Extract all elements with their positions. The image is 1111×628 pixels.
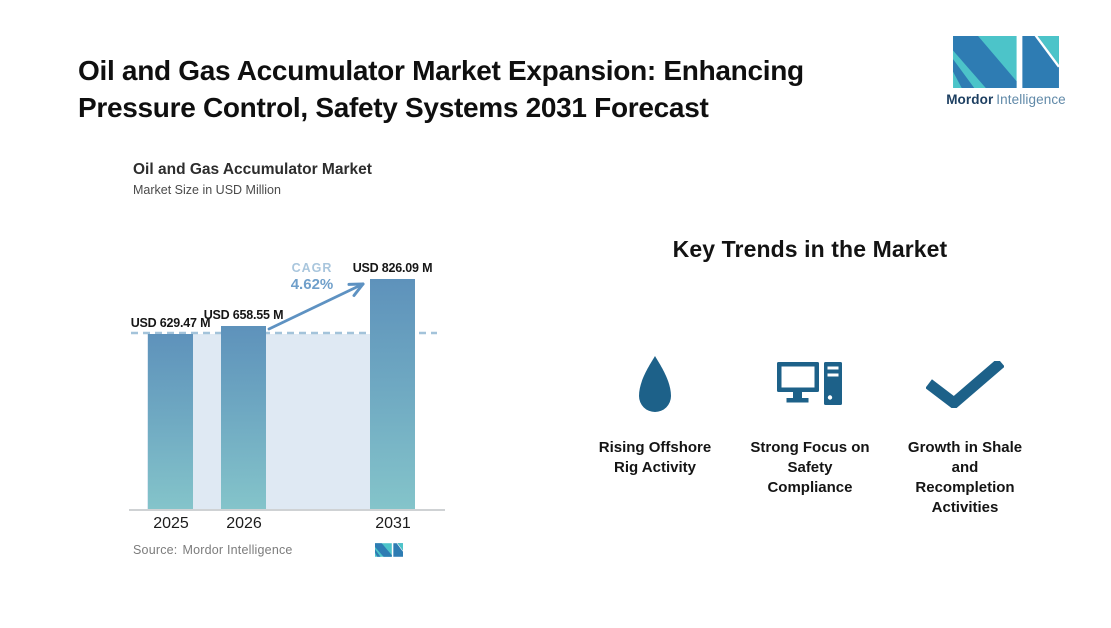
- water-drop-icon: [639, 355, 671, 412]
- trend-item-safety-compliance: Strong Focus on Safety Compliance: [740, 354, 880, 518]
- chart-subtitle: Market Size in USD Million: [133, 183, 281, 197]
- bar-chart-plot: USD 629.47 M USD 658.55 M USD 826.09 M C…: [129, 220, 445, 532]
- bar-2026: USD 658.55 M: [204, 308, 283, 509]
- trends-heading: Key Trends in the Market: [672, 236, 948, 262]
- bar-2031: USD 826.09 M: [353, 261, 432, 509]
- x-tick-2031: 2031: [375, 515, 411, 532]
- brand-logo: Mordor Intelligence: [946, 36, 1066, 107]
- desktop-computer-icon: [777, 362, 842, 405]
- checkmark-icon: [926, 360, 1004, 408]
- trend-label: Rising Offshore Rig Activity: [598, 439, 712, 476]
- brand-name: Mordor Intelligence: [946, 92, 1066, 107]
- bar-value-label: USD 658.55 M: [203, 308, 284, 322]
- cagr-growth-arrow-icon: [267, 282, 365, 331]
- brand-name-bold: Mordor: [946, 92, 994, 107]
- mordor-intelligence-logo-icon: [953, 36, 1059, 88]
- source-value: Mordor Intelligence: [182, 543, 293, 557]
- trend-label: Growth in Shale and Recompletion Activit…: [907, 439, 1023, 516]
- x-tick-2026: 2026: [226, 515, 262, 532]
- key-trends-panel: Key Trends in the Market Rising Offshore…: [560, 236, 1060, 516]
- source-row: Source: Mordor Intelligence: [133, 543, 403, 557]
- x-axis-line: [129, 509, 445, 511]
- cagr-label: CAGR: [291, 261, 333, 275]
- market-size-chart: Oil and Gas Accumulator Market Market Si…: [129, 160, 463, 580]
- x-tick-2025: 2025: [153, 515, 189, 532]
- bar-value-label: USD 629.47 M: [130, 316, 211, 330]
- mordor-intelligence-mini-logo-icon: [375, 543, 403, 557]
- cagr-annotation: CAGR 4.62%: [279, 260, 345, 293]
- chart-title: Oil and Gas Accumulator Market: [133, 161, 372, 178]
- source-prefix: Source:: [133, 543, 178, 557]
- trend-label: Strong Focus on Safety Compliance: [750, 439, 870, 496]
- bar-value-label: USD 826.09 M: [352, 261, 433, 275]
- source-text: Source: Mordor Intelligence: [133, 543, 293, 557]
- page-title: Oil and Gas Accumulator Market Expansion…: [78, 55, 804, 123]
- brand-name-light: Intelligence: [996, 92, 1066, 107]
- trend-row: Rising Offshore Rig Activity Stro: [560, 354, 1060, 518]
- trend-item-shale-recompletion: Growth in Shale and Recompletion Activit…: [895, 354, 1035, 518]
- cagr-value: 4.62%: [290, 276, 334, 293]
- trend-item-offshore-rigs: Rising Offshore Rig Activity: [585, 354, 725, 518]
- bar-2025: USD 629.47 M: [131, 316, 210, 509]
